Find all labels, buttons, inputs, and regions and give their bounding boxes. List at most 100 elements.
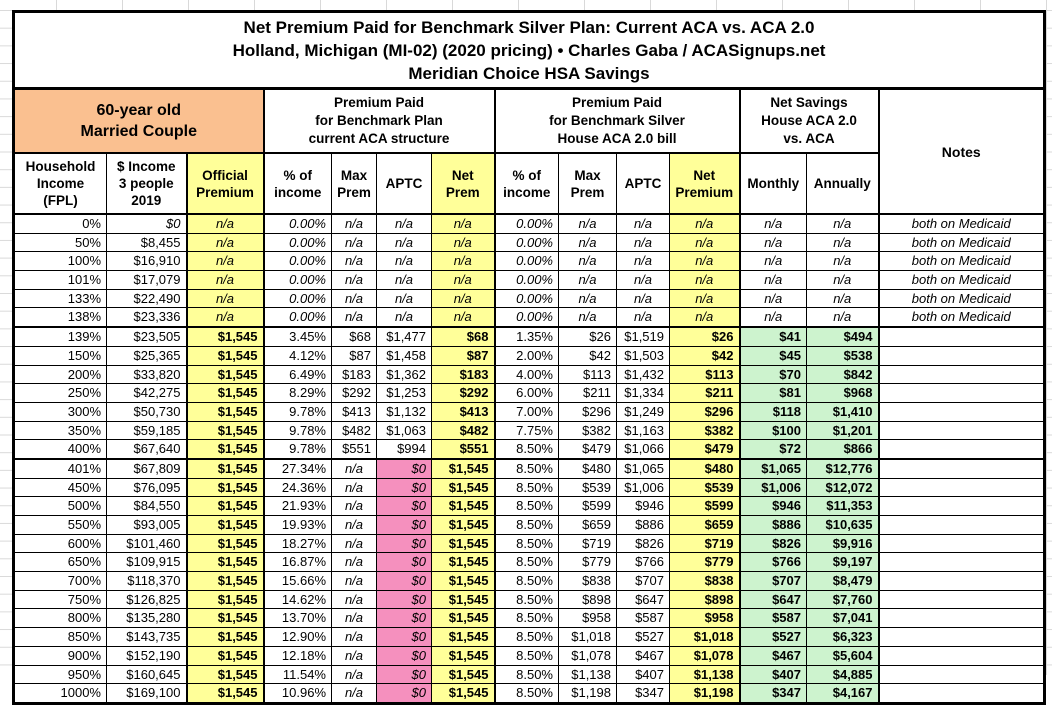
- cell-pct2[interactable]: 8.50%: [493, 571, 559, 591]
- cell-monthly[interactable]: $70: [738, 364, 807, 385]
- cell-pct2[interactable]: 8.50%: [493, 664, 559, 685]
- cell-income[interactable]: $118,370: [106, 571, 187, 591]
- cell-monthly[interactable]: $647: [738, 589, 807, 610]
- cell-official[interactable]: $1,545: [185, 589, 264, 610]
- cell-monthly[interactable]: $766: [738, 552, 807, 573]
- cell-max2[interactable]: $479: [558, 439, 617, 460]
- cell-max2[interactable]: $1,198: [558, 683, 617, 704]
- cell-income[interactable]: $50,730: [106, 401, 187, 422]
- cell-fpl[interactable]: 550%: [13, 515, 107, 535]
- cell-pct1[interactable]: 0.00%: [262, 213, 332, 234]
- cell-pct2[interactable]: 8.50%: [493, 533, 559, 554]
- cell-max2[interactable]: $958: [558, 608, 617, 629]
- cell-income[interactable]: $23,505: [106, 326, 187, 347]
- group-header-net-savings[interactable]: Net Savings House ACA 2.0 vs. ACA: [738, 88, 879, 154]
- cell-monthly[interactable]: n/a: [738, 232, 807, 253]
- cell-official[interactable]: $1,545: [185, 645, 264, 666]
- cell-aptc2[interactable]: $826: [616, 533, 670, 554]
- cell-pct2[interactable]: 8.50%: [493, 439, 559, 460]
- cell-notes[interactable]: both on Medicaid: [877, 251, 1046, 272]
- cell-pct1[interactable]: 4.12%: [262, 345, 332, 366]
- cell-official[interactable]: n/a: [185, 213, 264, 234]
- cell-fpl[interactable]: 700%: [13, 571, 107, 591]
- cell-notes[interactable]: both on Medicaid: [877, 213, 1046, 234]
- cell-fpl[interactable]: 350%: [13, 420, 107, 441]
- cell-annually[interactable]: $9,916: [806, 533, 879, 554]
- cell-max1[interactable]: n/a: [331, 288, 377, 309]
- cell-net2[interactable]: n/a: [669, 213, 740, 234]
- cell-notes[interactable]: [877, 533, 1046, 554]
- cell-pct1[interactable]: 11.54%: [262, 664, 332, 685]
- cell-pct2[interactable]: 8.50%: [493, 515, 559, 535]
- cell-fpl[interactable]: 250%: [13, 383, 107, 403]
- cell-net2[interactable]: $719: [669, 533, 740, 554]
- cell-official[interactable]: $1,545: [185, 683, 264, 704]
- cell-fpl[interactable]: 139%: [13, 326, 107, 347]
- cell-net1[interactable]: $1,545: [431, 571, 495, 591]
- cell-fpl[interactable]: 500%: [13, 496, 107, 516]
- cell-notes[interactable]: both on Medicaid: [877, 288, 1046, 309]
- cell-fpl[interactable]: 200%: [13, 364, 107, 385]
- cell-annually[interactable]: $1,410: [806, 401, 879, 422]
- cell-max1[interactable]: n/a: [331, 232, 377, 253]
- cell-annually[interactable]: $1,201: [806, 420, 879, 441]
- cell-aptc1[interactable]: n/a: [376, 213, 432, 234]
- cell-max2[interactable]: n/a: [558, 232, 617, 253]
- cell-monthly[interactable]: $467: [738, 645, 807, 666]
- cell-net2[interactable]: $1,078: [669, 645, 740, 666]
- cell-net1[interactable]: n/a: [431, 270, 495, 290]
- column-header-monthly[interactable]: Monthly: [738, 152, 807, 215]
- cell-pct2[interactable]: 8.50%: [493, 457, 559, 479]
- cell-monthly[interactable]: $1,065: [738, 457, 807, 479]
- cell-net1[interactable]: $1,545: [431, 664, 495, 685]
- cell-max1[interactable]: n/a: [331, 270, 377, 290]
- cell-official[interactable]: $1,545: [185, 439, 264, 460]
- cell-max1[interactable]: n/a: [331, 496, 377, 516]
- cell-aptc2[interactable]: $527: [616, 627, 670, 647]
- cell-official[interactable]: $1,545: [185, 533, 264, 554]
- cell-official[interactable]: $1,545: [185, 401, 264, 422]
- cell-net2[interactable]: $479: [669, 439, 740, 460]
- cell-aptc1[interactable]: $0: [376, 608, 432, 629]
- cell-aptc2[interactable]: $1,065: [616, 457, 670, 479]
- cell-notes[interactable]: [877, 589, 1046, 610]
- cell-aptc2[interactable]: n/a: [616, 213, 670, 234]
- cell-official[interactable]: n/a: [185, 251, 264, 272]
- cell-aptc1[interactable]: n/a: [376, 232, 432, 253]
- cell-official[interactable]: $1,545: [185, 457, 264, 479]
- cell-annually[interactable]: $968: [806, 383, 879, 403]
- cell-annually[interactable]: n/a: [806, 251, 879, 272]
- cell-pct2[interactable]: 0.00%: [493, 251, 559, 272]
- cell-pct2[interactable]: 6.00%: [493, 383, 559, 403]
- cell-official[interactable]: $1,545: [185, 477, 264, 498]
- cell-annually[interactable]: $5,604: [806, 645, 879, 666]
- column-header-net1[interactable]: Net Prem: [431, 152, 495, 215]
- cell-aptc1[interactable]: $1,362: [376, 364, 432, 385]
- cell-income[interactable]: $126,825: [106, 589, 187, 610]
- cell-official[interactable]: n/a: [185, 307, 264, 328]
- cell-fpl[interactable]: 650%: [13, 552, 107, 573]
- cell-fpl[interactable]: 101%: [13, 270, 107, 290]
- cell-net1[interactable]: $1,545: [431, 608, 495, 629]
- cell-pct2[interactable]: 8.50%: [493, 477, 559, 498]
- cell-max2[interactable]: $1,078: [558, 645, 617, 666]
- cell-fpl[interactable]: 133%: [13, 288, 107, 309]
- cell-net2[interactable]: $659: [669, 515, 740, 535]
- cell-pct2[interactable]: 8.50%: [493, 627, 559, 647]
- cell-net1[interactable]: $551: [431, 439, 495, 460]
- cell-aptc2[interactable]: $1,006: [616, 477, 670, 498]
- cell-max2[interactable]: $779: [558, 552, 617, 573]
- cell-max1[interactable]: $87: [331, 345, 377, 366]
- column-header-pct2[interactable]: % of income: [493, 152, 559, 215]
- cell-net2[interactable]: $480: [669, 457, 740, 479]
- cell-notes[interactable]: [877, 477, 1046, 498]
- cell-net1[interactable]: $1,545: [431, 533, 495, 554]
- cell-max2[interactable]: $659: [558, 515, 617, 535]
- cell-max2[interactable]: n/a: [558, 270, 617, 290]
- cell-fpl[interactable]: 1000%: [13, 683, 107, 704]
- cell-net2[interactable]: $1,198: [669, 683, 740, 704]
- cell-income[interactable]: $22,490: [106, 288, 187, 309]
- cell-pct1[interactable]: 0.00%: [262, 232, 332, 253]
- column-header-aptc1[interactable]: APTC: [376, 152, 432, 215]
- cell-max1[interactable]: n/a: [331, 307, 377, 328]
